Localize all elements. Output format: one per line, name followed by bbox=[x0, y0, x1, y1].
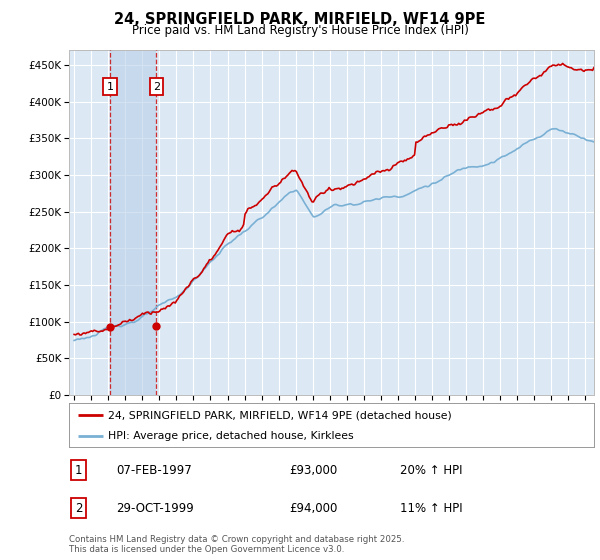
Bar bbox=[110, 50, 157, 395]
Text: 2: 2 bbox=[153, 82, 160, 92]
Text: 20% ↑ HPI: 20% ↑ HPI bbox=[400, 464, 462, 477]
Text: Contains HM Land Registry data © Crown copyright and database right 2025.
This d: Contains HM Land Registry data © Crown c… bbox=[69, 535, 404, 554]
Text: 1: 1 bbox=[75, 464, 82, 477]
Text: 24, SPRINGFIELD PARK, MIRFIELD, WF14 9PE: 24, SPRINGFIELD PARK, MIRFIELD, WF14 9PE bbox=[115, 12, 485, 27]
Text: £93,000: £93,000 bbox=[290, 464, 338, 477]
Text: 07-FEB-1997: 07-FEB-1997 bbox=[116, 464, 192, 477]
Text: Price paid vs. HM Land Registry's House Price Index (HPI): Price paid vs. HM Land Registry's House … bbox=[131, 24, 469, 36]
Text: 11% ↑ HPI: 11% ↑ HPI bbox=[400, 502, 463, 515]
Text: HPI: Average price, detached house, Kirklees: HPI: Average price, detached house, Kirk… bbox=[109, 431, 354, 441]
Text: 1: 1 bbox=[106, 82, 113, 92]
Text: 2: 2 bbox=[75, 502, 82, 515]
Text: 29-OCT-1999: 29-OCT-1999 bbox=[116, 502, 194, 515]
Text: £94,000: £94,000 bbox=[290, 502, 338, 515]
Text: 24, SPRINGFIELD PARK, MIRFIELD, WF14 9PE (detached house): 24, SPRINGFIELD PARK, MIRFIELD, WF14 9PE… bbox=[109, 410, 452, 421]
